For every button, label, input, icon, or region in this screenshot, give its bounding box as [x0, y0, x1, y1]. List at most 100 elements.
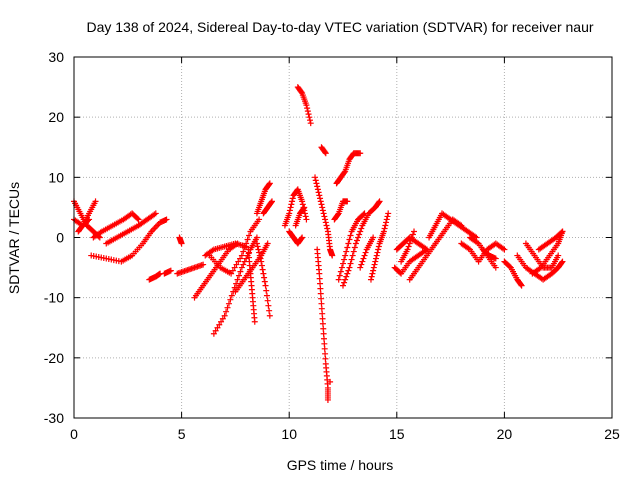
grid-lines — [74, 57, 612, 418]
data-point — [348, 256, 355, 263]
data-point — [317, 285, 324, 292]
data-point — [341, 256, 348, 263]
data-point — [92, 198, 99, 205]
data-point — [404, 246, 411, 253]
data-point — [357, 228, 364, 235]
data-point — [362, 249, 369, 256]
data-point — [263, 292, 270, 299]
data-point — [458, 222, 465, 229]
data-point — [376, 198, 383, 205]
data-point — [234, 276, 241, 283]
data-point — [518, 282, 525, 289]
data-point — [370, 264, 377, 271]
data-point — [233, 280, 240, 287]
data-point — [286, 210, 293, 217]
data-point — [307, 117, 314, 124]
data-point — [559, 228, 566, 235]
data-point — [261, 274, 268, 281]
chart-title: Day 138 of 2024, Sidereal Day-to-day VTE… — [86, 19, 593, 35]
data-point — [306, 114, 313, 121]
data-point — [266, 181, 273, 188]
data-point — [255, 246, 262, 253]
data-point — [86, 216, 93, 223]
data-point — [288, 201, 295, 208]
data-point — [238, 264, 245, 271]
data-point — [84, 217, 91, 224]
data-point — [323, 222, 330, 229]
data-point — [337, 268, 344, 275]
data-point — [327, 378, 334, 385]
x-tick-label: 5 — [178, 426, 186, 442]
data-point — [300, 205, 307, 212]
data-point — [558, 229, 565, 236]
data-point — [237, 255, 244, 262]
data-point — [374, 249, 381, 256]
data-point — [228, 292, 235, 299]
data-point — [382, 222, 389, 229]
plot-frame — [73, 56, 613, 419]
data-point — [243, 240, 250, 247]
data-point — [347, 260, 354, 267]
data-point — [315, 189, 322, 196]
data-point — [263, 287, 270, 294]
data-point — [212, 327, 219, 334]
y-tick-label: 30 — [48, 49, 64, 65]
data-point — [351, 244, 358, 251]
y-tick-label: -20 — [44, 350, 64, 366]
data-point — [167, 267, 174, 274]
data-point — [318, 295, 325, 302]
data-point — [338, 264, 345, 271]
data-point — [319, 315, 326, 322]
data-point — [227, 296, 234, 303]
data-point — [319, 320, 326, 327]
data-point — [264, 240, 271, 247]
data-point — [322, 150, 329, 157]
data-point — [246, 232, 253, 239]
data-point — [316, 275, 323, 282]
data-point — [307, 120, 314, 127]
data-point — [335, 276, 342, 283]
data-point — [305, 111, 312, 118]
data-point — [223, 308, 230, 315]
data-point — [375, 243, 382, 250]
data-point — [219, 315, 226, 322]
data-point — [299, 234, 306, 241]
data-point — [357, 264, 364, 271]
data-point — [304, 108, 311, 115]
data-point — [344, 270, 351, 277]
data-point — [409, 231, 416, 238]
data-point — [345, 240, 352, 247]
data-point — [344, 244, 351, 251]
data-point — [371, 261, 378, 268]
data-point — [243, 255, 250, 262]
data-point — [383, 219, 390, 226]
data-point — [240, 248, 247, 255]
data-point — [358, 225, 365, 232]
data-point — [372, 255, 379, 262]
y-tick-label: 10 — [48, 169, 64, 185]
data-point — [244, 236, 251, 243]
data-point — [361, 252, 368, 259]
data-points — [71, 84, 566, 403]
data-point — [235, 272, 242, 279]
data-point — [373, 252, 380, 259]
data-point — [289, 198, 296, 205]
data-point — [317, 290, 324, 297]
data-point — [304, 105, 311, 112]
data-point — [221, 312, 228, 319]
data-point — [517, 281, 524, 288]
data-point — [299, 201, 306, 208]
data-point — [324, 225, 331, 232]
data-point — [368, 273, 375, 280]
data-point — [200, 261, 207, 268]
data-point — [298, 89, 305, 96]
data-point — [268, 198, 275, 205]
data-point — [340, 260, 346, 267]
data-point — [318, 300, 325, 307]
data-point — [214, 324, 221, 331]
data-point — [367, 276, 374, 283]
data-point — [353, 237, 360, 244]
data-point — [235, 258, 242, 265]
data-point — [318, 201, 325, 208]
